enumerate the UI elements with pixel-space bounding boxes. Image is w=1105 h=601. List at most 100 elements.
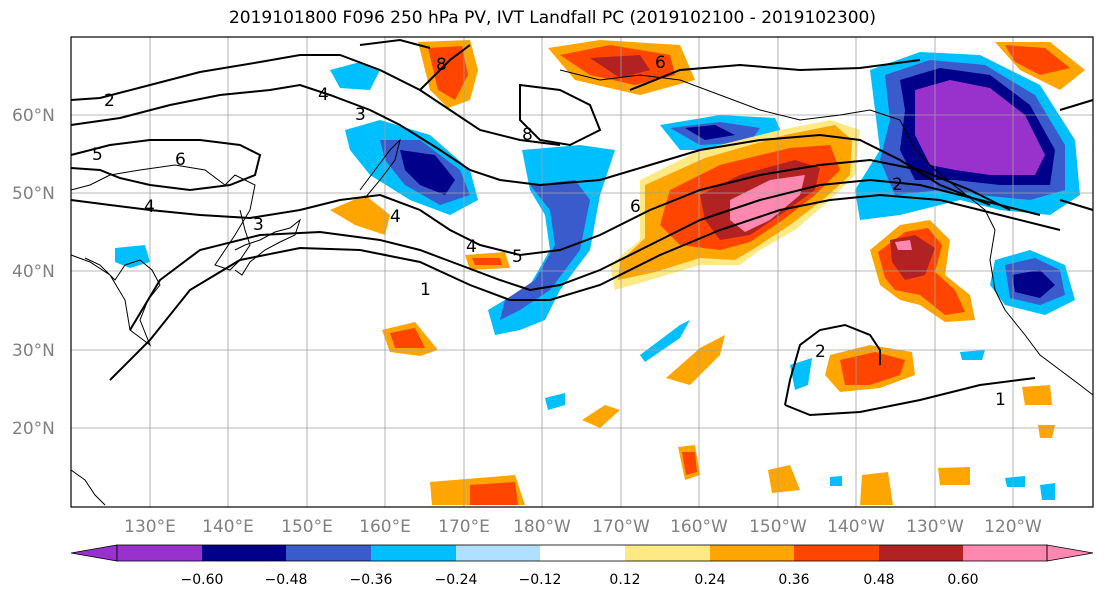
shade-negative (545, 393, 565, 410)
colorbar-extend-low (70, 544, 118, 562)
shade-negative (500, 180, 590, 320)
contour-line (70, 139, 262, 192)
shade-negative (400, 150, 455, 195)
colorbar-segment (202, 545, 286, 561)
colorbar-segment (879, 545, 963, 561)
lon-label: 160°W (670, 517, 728, 537)
shade-positive (582, 405, 620, 428)
lon-label: 140°W (827, 517, 885, 537)
shade-positive (1005, 45, 1070, 75)
colorbar-tick: 0.48 (863, 572, 894, 588)
lat-label: 30°N (12, 341, 55, 361)
lon-label: 160°E (359, 517, 411, 537)
contour-label: 6 (175, 150, 186, 170)
contour-label: 3 (253, 215, 264, 235)
colorbar-tick: −0.60 (181, 572, 224, 588)
pv-contours (70, 38, 1094, 417)
colorbar-tick: −0.12 (519, 572, 562, 588)
contour-label: 2 (104, 91, 115, 111)
contour-line (419, 44, 471, 91)
shade-positive (390, 328, 425, 348)
colorbar-tick: −0.36 (350, 572, 393, 588)
lon-label: 180°W (513, 517, 571, 537)
contour-line (129, 178, 1041, 331)
lon-label: 170°W (592, 517, 650, 537)
latitude-axis: 60°N 50°N 40°N 30°N 20°N (12, 106, 55, 439)
shade-positive (1022, 385, 1052, 405)
lon-label: 130°W (906, 517, 964, 537)
shade-positive (472, 258, 502, 265)
contour-line (70, 83, 991, 206)
lon-label: 150°E (281, 517, 333, 537)
contour-line (70, 158, 1011, 257)
colorbar-segment (625, 545, 710, 561)
contour-line (784, 323, 881, 406)
pv-shading (115, 40, 1085, 505)
contour-labels: 2 5 6 4 3 8 4 3 6 8 6 4 5 4 1 2 2 1 (92, 53, 1006, 410)
shade-positive (1038, 425, 1055, 438)
contour-label: 2 (892, 175, 903, 195)
contour-line (629, 59, 921, 91)
shade-negative (790, 358, 812, 390)
colorbar-segment (710, 545, 794, 561)
contour-label: 6 (630, 197, 641, 217)
lon-label: 170°E (438, 517, 490, 537)
colorbar-segment (963, 545, 1047, 561)
shade-positive (590, 55, 650, 78)
shade-negative (1012, 270, 1055, 298)
colorbar-tick: 0.24 (694, 572, 725, 588)
colorbar-tick: −0.24 (435, 572, 478, 588)
colorbar-segment (540, 545, 625, 561)
map-panel: 2 5 6 4 3 8 4 3 6 8 6 4 5 4 1 2 2 1 (70, 36, 1094, 508)
shade-negative (115, 245, 150, 268)
shade-positive (768, 465, 800, 493)
coastline-north-america (989, 229, 1094, 396)
coastline-philippines (70, 469, 106, 506)
shade-positive (938, 467, 970, 485)
shade-positive (666, 335, 725, 385)
colorbar: −0.60 −0.48 −0.36 −0.24 −0.12 0.12 0.24 … (70, 544, 1094, 588)
contour-label: 6 (655, 53, 666, 73)
contour-line (1059, 199, 1094, 211)
shade-negative (960, 350, 985, 360)
shade-negative (685, 125, 735, 140)
shade-positive (730, 175, 805, 232)
contour-line (784, 377, 1036, 417)
coastline-kamchatka (359, 138, 401, 199)
contour-label: 4 (390, 207, 401, 227)
colorbar-tick: 0.12 (609, 572, 640, 588)
contour-label: 8 (522, 125, 533, 145)
shade-negative (1040, 483, 1055, 500)
lon-label: 140°E (202, 517, 254, 537)
lon-label: 150°W (749, 517, 807, 537)
colorbar-segment (117, 545, 202, 561)
shade-positive (682, 452, 697, 475)
coastline-asia (70, 164, 256, 271)
contour-line (1059, 99, 1094, 111)
contour-label: 1 (995, 390, 1006, 410)
lon-label: 120°W (984, 517, 1042, 537)
contour-line (70, 54, 561, 146)
contour-label: 1 (420, 280, 431, 300)
contour-line (359, 38, 431, 49)
longitude-axis: 130°E 140°E 150°E 160°E 170°E 180°W 170°… (124, 517, 1042, 537)
contour-line (109, 193, 1061, 381)
lat-label: 40°N (12, 262, 55, 282)
colorbar-tick: 0.36 (778, 572, 809, 588)
lat-label: 50°N (12, 184, 55, 204)
shade-negative (1005, 476, 1025, 487)
colorbar-tick: 0.60 (947, 572, 978, 588)
lon-label: 130°E (124, 517, 176, 537)
contour-label: 5 (92, 145, 103, 165)
contour-label: 3 (355, 105, 366, 125)
lat-label: 20°N (12, 419, 55, 439)
contour-label: 4 (144, 197, 155, 217)
coastline-japan (234, 218, 302, 276)
map-title: 2019101800 F096 250 hPa PV, IVT Landfall… (228, 8, 876, 28)
shade-positive (895, 240, 912, 250)
shade-negative (330, 62, 380, 90)
shade-negative (915, 80, 1045, 175)
colorbar-extend-high (1046, 544, 1094, 562)
contour-label: 5 (512, 247, 523, 267)
colorbar-segment (371, 545, 456, 561)
